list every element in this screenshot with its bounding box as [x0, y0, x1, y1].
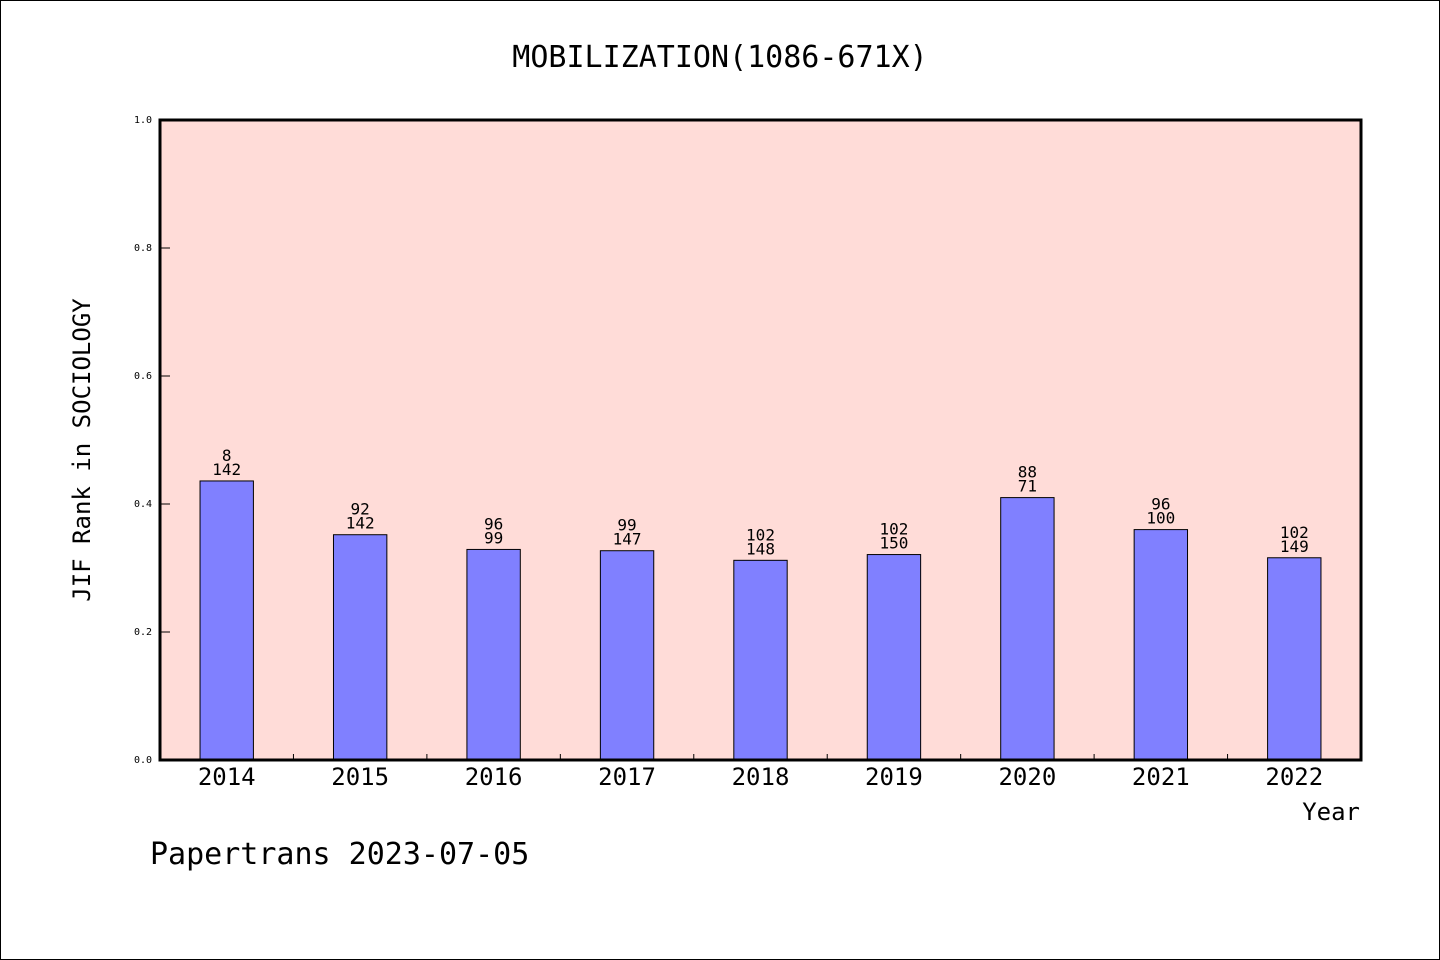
total-label-2022: 149: [1280, 537, 1309, 556]
rank-label-2019: 102: [879, 520, 908, 539]
rank-label-2020: 88: [1018, 463, 1037, 482]
rank-label-2017: 99: [617, 516, 636, 535]
y-axis-label: JIF Rank in SOCIOLOGY: [68, 298, 96, 602]
rank-label-2018: 102: [746, 525, 775, 544]
y-tick-label: 0.4: [134, 499, 152, 510]
y-tick-label: 0.6: [134, 371, 152, 382]
x-tick-label-2014: 2014: [198, 763, 256, 791]
bar-2021: [1133, 529, 1189, 761]
x-tick-label-2016: 2016: [465, 763, 523, 791]
rank-label-2016: 96: [484, 514, 503, 533]
x-axis-label: Year: [1302, 798, 1360, 826]
y-tick-label: 1.0: [134, 115, 152, 126]
bar-2017: [599, 550, 655, 761]
y-tick-label: 0.0: [134, 755, 152, 766]
x-tick-label-2021: 2021: [1132, 763, 1190, 791]
x-tick-label-2018: 2018: [732, 763, 790, 791]
total-label-2019: 150: [879, 534, 908, 553]
total-label-2018: 148: [746, 539, 775, 558]
bar-2019: [866, 554, 922, 761]
bar-2022: [1267, 557, 1322, 761]
y-tick-label: 0.8: [134, 243, 152, 254]
total-label-2014: 142: [212, 460, 241, 479]
total-label-2020: 71: [1018, 477, 1037, 496]
y-axis: 0.0 0.2 0.4 0.6 0.8 1.0: [134, 115, 170, 766]
bar-2018: [733, 559, 788, 761]
chart-title: MOBILIZATION(1086-671X): [512, 40, 927, 75]
total-label-2015: 142: [346, 514, 375, 533]
x-tick-label-2022: 2022: [1265, 763, 1323, 791]
total-label-2017: 147: [613, 530, 642, 549]
y-tick-label: 0.2: [134, 627, 152, 638]
bar-2016: [466, 548, 521, 761]
bar-2014: [199, 480, 254, 761]
x-tick-label-2017: 2017: [598, 763, 656, 791]
x-axis: 2014 2015 2016 2017 2018 2019 2020 2021 2022: [198, 754, 1323, 791]
bars-group: [199, 480, 1322, 761]
rank-label-2014: 8: [222, 446, 232, 465]
x-tick-label-2019: 2019: [865, 763, 923, 791]
rank-label-2022: 102: [1280, 523, 1309, 542]
total-label-2016: 99: [484, 528, 503, 547]
plot-border: [158, 118, 1363, 762]
rank-label-2021: 96: [1151, 495, 1170, 514]
rank-label-2015: 92: [351, 500, 370, 519]
x-tick-label-2015: 2015: [331, 763, 389, 791]
bar-2015: [332, 534, 388, 761]
bar-2020: [1000, 497, 1055, 761]
total-label-2021: 100: [1146, 509, 1175, 528]
x-tick-label-2020: 2020: [998, 763, 1056, 791]
footer-watermark: Papertrans 2023-07-05: [150, 837, 529, 872]
